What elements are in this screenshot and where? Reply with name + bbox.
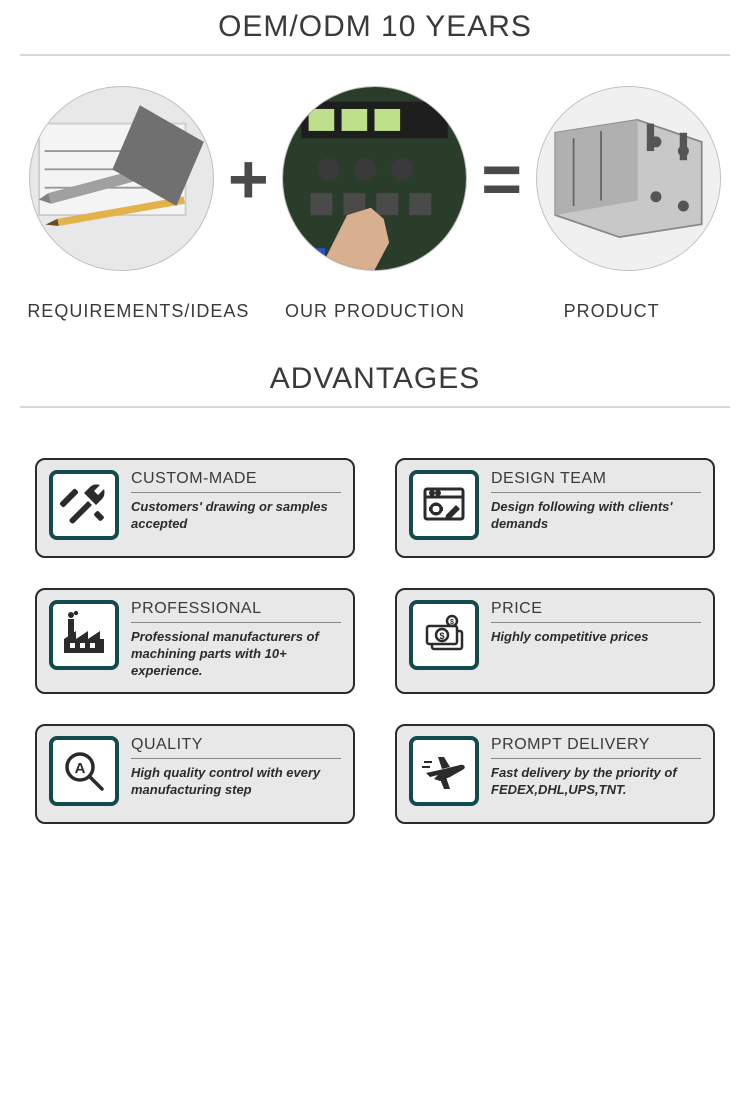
equals-symbol: = xyxy=(477,139,527,219)
process-col-product xyxy=(527,86,730,271)
process-label-2: PRODUCT xyxy=(493,301,730,322)
requirements-image xyxy=(29,86,214,271)
adv-text: PRICE Highly competitive prices xyxy=(491,600,701,680)
process-label-0: REQUIREMENTS/IDEAS xyxy=(20,301,257,322)
process-row: + xyxy=(0,86,750,271)
advantages-title: ADVANTAGES xyxy=(20,362,730,408)
adv-desc: Fast delivery by the priority of FEDEX,D… xyxy=(491,765,701,799)
adv-desc: Highly competitive prices xyxy=(491,629,701,646)
process-col-production xyxy=(273,86,476,271)
quality-search-icon: A xyxy=(49,736,119,806)
adv-card-custom: CUSTOM-MADE Customers' drawing or sample… xyxy=(35,458,355,558)
adv-desc: Professional manufacturers of machining … xyxy=(131,629,341,680)
factory-icon xyxy=(49,600,119,670)
adv-title: PROMPT DELIVERY xyxy=(491,736,701,759)
mold-illustration xyxy=(537,87,720,270)
adv-text: QUALITY High quality control with every … xyxy=(131,736,341,810)
process-label-1: OUR PRODUCTION xyxy=(257,301,494,322)
adv-card-price: $ $ PRICE Highly competitive prices xyxy=(395,588,715,694)
adv-text: PROMPT DELIVERY Fast delivery by the pri… xyxy=(491,736,701,810)
adv-text: DESIGN TEAM Design following with client… xyxy=(491,470,701,544)
plus-symbol: + xyxy=(223,139,273,219)
adv-title: CUSTOM-MADE xyxy=(131,470,341,493)
adv-text: CUSTOM-MADE Customers' drawing or sample… xyxy=(131,470,341,544)
adv-card-quality: A QUALITY High quality control with ever… xyxy=(35,724,355,824)
adv-desc: Customers' drawing or samples accepted xyxy=(131,499,341,533)
page-root: OEM/ODM 10 YEARS + xyxy=(0,10,750,834)
production-image xyxy=(282,86,467,271)
advantages-grid: CUSTOM-MADE Customers' drawing or sample… xyxy=(0,438,750,834)
product-image xyxy=(536,86,721,271)
adv-title: QUALITY xyxy=(131,736,341,759)
adv-desc: Design following with clients' demands xyxy=(491,499,701,533)
design-icon xyxy=(409,470,479,540)
adv-card-professional: PROFESSIONAL Professional manufacturers … xyxy=(35,588,355,694)
airplane-icon xyxy=(409,736,479,806)
caliper-pencil-illustration xyxy=(30,87,213,270)
adv-title: DESIGN TEAM xyxy=(491,470,701,493)
adv-card-design: DESIGN TEAM Design following with client… xyxy=(395,458,715,558)
adv-card-delivery: PROMPT DELIVERY Fast delivery by the pri… xyxy=(395,724,715,824)
svg-text:$: $ xyxy=(439,631,444,641)
process-col-requirements xyxy=(20,86,223,271)
tools-icon xyxy=(49,470,119,540)
svg-text:$: $ xyxy=(450,619,454,626)
money-icon: $ $ xyxy=(409,600,479,670)
svg-text:A: A xyxy=(75,760,86,777)
adv-text: PROFESSIONAL Professional manufacturers … xyxy=(131,600,341,680)
process-labels: REQUIREMENTS/IDEAS OUR PRODUCTION PRODUC… xyxy=(0,291,750,352)
header-title: OEM/ODM 10 YEARS xyxy=(20,10,730,56)
adv-title: PRICE xyxy=(491,600,701,623)
adv-desc: High quality control with every manufact… xyxy=(131,765,341,799)
adv-title: PROFESSIONAL xyxy=(131,600,341,623)
control-panel-illustration xyxy=(283,87,466,270)
